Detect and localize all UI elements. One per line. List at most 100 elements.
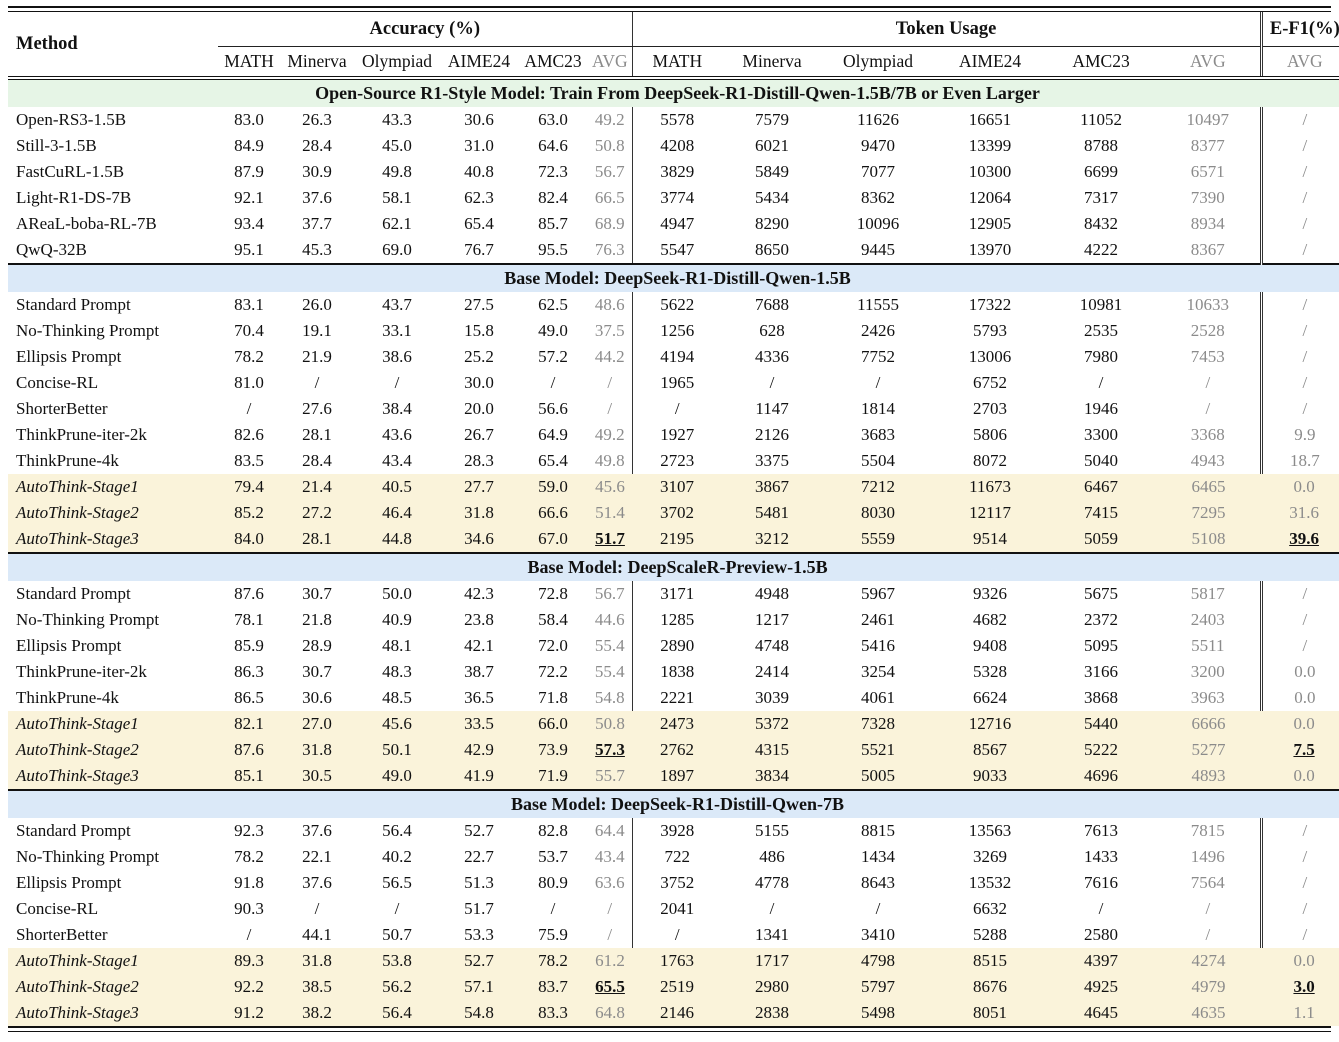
token-usage-cell: 8362: [861, 188, 896, 207]
token-usage-cell: 2146: [632, 1000, 723, 1026]
method-cell: Standard Prompt: [16, 584, 131, 603]
accuracy-cell: 28.4: [302, 451, 332, 470]
accuracy-cell: 71.8: [538, 688, 568, 707]
accuracy-cell: 55.4: [594, 662, 625, 681]
accuracy-cell: 53.7: [538, 847, 568, 866]
token-usage-cell: 4336: [755, 347, 790, 366]
token-usage-cell: 4696: [1046, 763, 1157, 790]
table-row: ThinkPrune-4k 86.5 30.6 48.5 36.5 71.8 54.8 222…: [8, 685, 1339, 711]
method-cell: Still-3-1.5B: [16, 136, 97, 155]
ef1-cell: /: [1259, 633, 1339, 659]
token-usage-cell: 5155: [755, 821, 790, 840]
token-usage-cell: 12117: [934, 500, 1047, 526]
acc-col-minerva: Minerva: [287, 51, 347, 71]
token-usage-cell: 7564: [1190, 873, 1225, 892]
accuracy-cell: 50.8: [594, 136, 625, 155]
token-usage-cell: 4635: [1156, 1000, 1262, 1026]
ef1-cell: 9.9: [1259, 422, 1339, 448]
tok-col-aime24: AIME24: [958, 51, 1022, 71]
accuracy-cell: 66.6: [518, 500, 588, 526]
accuracy-cell: /: [394, 373, 400, 392]
accuracy-cell: 45.6: [588, 474, 633, 500]
table-row: AutoThink-Stage1 89.3 31.8 53.8 52.7 78.2 61.2…: [8, 948, 1339, 974]
accuracy-cell: 30.7: [302, 662, 332, 681]
token-usage-cell: 2221: [631, 685, 723, 711]
token-usage-cell: 8515: [934, 948, 1047, 974]
accuracy-cell: 50.0: [382, 584, 412, 603]
token-usage-cell: 4948: [755, 584, 790, 603]
token-usage-cell: 3829: [631, 159, 723, 185]
method-cell: AReaL-boba-RL-7B: [16, 214, 157, 233]
table-row: Ellipsis Prompt 91.8 37.6 56.5 51.3 80.9 63.6 3…: [8, 870, 1339, 896]
results-table-page: Method Accuracy (%) Token Usage E-F1(%) …: [8, 6, 1339, 1032]
accuracy-cell: 26.3: [302, 110, 332, 129]
accuracy-cell: 53.8: [354, 948, 440, 974]
token-usage-cell: 3200: [1190, 662, 1225, 681]
token-usage-cell: 4397: [1046, 948, 1157, 974]
accuracy-cell: 40.5: [354, 474, 440, 500]
token-usage-cell: 3039: [755, 688, 790, 707]
accuracy-cell: 43.6: [382, 425, 412, 444]
accuracy-cell: 55.7: [588, 763, 633, 790]
ef1-cell: /: [1259, 107, 1339, 133]
accuracy-cell: 27.0: [280, 711, 354, 737]
bottom-rule: [8, 1026, 1331, 1032]
ef1-cell: /: [1259, 133, 1339, 159]
accuracy-cell: 19.1: [302, 321, 332, 340]
accuracy-cell: 43.7: [382, 295, 412, 314]
accuracy-cell: 51.7: [588, 526, 633, 553]
token-usage-cell: 4979: [1156, 974, 1262, 1000]
acc-col-amc23: AMC23: [524, 51, 582, 71]
token-usage-cell: 486: [759, 847, 785, 866]
token-usage-cell: 2762: [632, 737, 723, 763]
accuracy-cell: 57.1: [440, 974, 518, 1000]
accuracy-cell: 27.6: [302, 399, 332, 418]
method-cell: Concise-RL: [16, 373, 99, 392]
accuracy-cell: /: [246, 925, 252, 944]
accuracy-cell: 28.3: [464, 451, 494, 470]
accuracy-cell: 38.5: [280, 974, 354, 1000]
token-usage-cell: 5416: [861, 636, 896, 655]
token-usage-cell: 4645: [1046, 1000, 1157, 1026]
token-usage-cell: 7688: [755, 295, 790, 314]
accuracy-cell: 21.9: [302, 347, 332, 366]
accuracy-cell: 44.2: [594, 347, 625, 366]
token-usage-cell: 7295: [1156, 500, 1262, 526]
token-usage-cell: 1496: [1190, 847, 1225, 866]
token-usage-cell: 7077: [861, 162, 896, 181]
token-usage-cell: 5511: [1191, 636, 1225, 655]
token-usage-group-header: Token Usage: [631, 12, 1262, 47]
token-usage-cell: 5806: [973, 425, 1008, 444]
ef1-cell: /: [1259, 185, 1339, 211]
accuracy-cell: 87.6: [218, 737, 280, 763]
token-usage-cell: 8367: [1190, 240, 1225, 259]
token-usage-cell: 5817: [1190, 584, 1225, 603]
accuracy-cell: 37.6: [302, 821, 332, 840]
token-usage-cell: 5005: [822, 763, 935, 790]
token-usage-cell: 1256: [631, 318, 723, 344]
ef1-cell: /: [1259, 581, 1339, 607]
accuracy-cell: 63.6: [594, 873, 625, 892]
accuracy-cell: 72.8: [538, 584, 568, 603]
accuracy-cell: 85.2: [218, 500, 280, 526]
token-usage-cell: 16651: [968, 110, 1012, 129]
token-usage-cell: 10300: [968, 162, 1012, 181]
accuracy-cell: 43.4: [594, 847, 625, 866]
token-usage-cell: 5504: [861, 451, 896, 470]
token-usage-cell: 2195: [632, 526, 723, 553]
accuracy-cell: 61.2: [588, 948, 633, 974]
ef1-cell: 39.6: [1261, 526, 1339, 553]
table-row: AutoThink-Stage3 84.0 28.1 44.8 34.6 67.0 51.7…: [8, 526, 1339, 553]
method-cell: AutoThink-Stage3: [8, 526, 218, 553]
table-row: AutoThink-Stage1 82.1 27.0 45.6 33.5 66.0 50.8…: [8, 711, 1339, 737]
section-title: Base Model: DeepSeek-R1-Distill-Qwen-1.5…: [8, 263, 1339, 292]
accuracy-cell: 64.4: [594, 821, 625, 840]
acc-col-math: MATH: [224, 51, 274, 71]
table-row: Open-RS3-1.5B 83.0 26.3 43.3 30.6 63.0 49.2 557…: [8, 107, 1339, 133]
table-row: Ellipsis Prompt 78.2 21.9 38.6 25.2 57.2 44.2 4…: [8, 344, 1339, 370]
token-usage-cell: 4778: [755, 873, 790, 892]
token-usage-cell: 3868: [1084, 688, 1119, 707]
section-header-row: Base Model: DeepSeek-R1-Distill-Qwen-7B: [8, 789, 1339, 818]
token-usage-cell: 7317: [1084, 188, 1119, 207]
token-usage-cell: 4682: [973, 610, 1008, 629]
